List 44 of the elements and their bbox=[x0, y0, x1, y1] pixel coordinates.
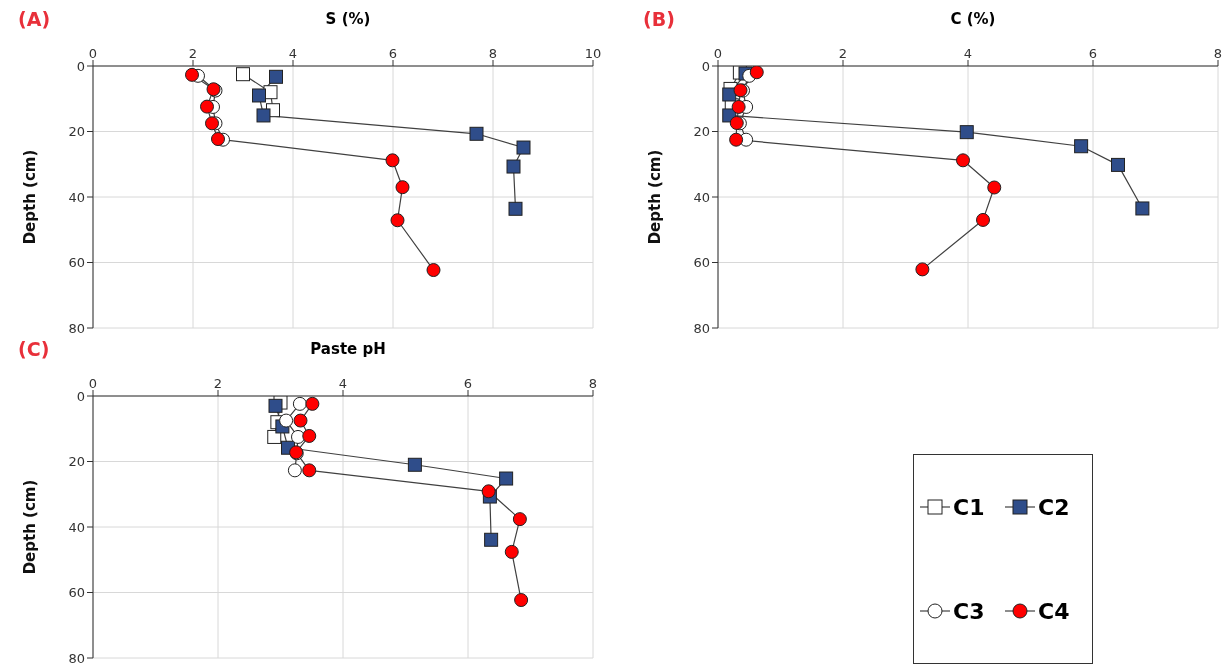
text: (B) bbox=[643, 8, 675, 30]
text: (C) bbox=[18, 338, 50, 360]
y-tick-label: 80 bbox=[68, 320, 85, 336]
y-tick-label: 0 bbox=[701, 58, 710, 74]
x-tick-label: 2 bbox=[188, 46, 198, 61]
legend-label: C3 bbox=[953, 598, 985, 624]
y-tick-label: 20 bbox=[693, 124, 710, 140]
x-axis-title: C (%) bbox=[949, 10, 997, 28]
x-tick-label: 8 bbox=[488, 46, 498, 61]
x-tick-label: 8 bbox=[588, 376, 598, 391]
x-tick-label: 6 bbox=[463, 376, 473, 391]
y-tick-label: 60 bbox=[693, 255, 710, 271]
x-axis-title: S (%) bbox=[324, 10, 372, 28]
x-tick-label: 0 bbox=[713, 46, 723, 61]
x-tick-label: 0 bbox=[88, 46, 98, 61]
x-tick-label: 8 bbox=[1213, 46, 1223, 61]
legend-label: C2 bbox=[1038, 494, 1070, 520]
text: (A) bbox=[18, 8, 51, 30]
x-tick-label: 0 bbox=[88, 376, 98, 391]
y-tick-label: 60 bbox=[68, 585, 85, 601]
y-tick-label: 40 bbox=[68, 519, 85, 535]
x-tick-label: 6 bbox=[1088, 46, 1098, 61]
y-axis-title: Depth (cm) bbox=[21, 479, 40, 575]
y-tick-label: 60 bbox=[68, 255, 85, 271]
y-tick-label: 80 bbox=[68, 650, 85, 664]
x-tick-label: 6 bbox=[388, 46, 398, 61]
x-tick-label: 4 bbox=[963, 46, 973, 61]
x-tick-label: 10 bbox=[584, 46, 602, 61]
y-axis-title: Depth (cm) bbox=[21, 149, 40, 245]
y-tick-label: 40 bbox=[693, 189, 710, 205]
x-axis-title: Paste pH bbox=[309, 340, 387, 358]
y-tick-label: 80 bbox=[693, 320, 710, 336]
x-tick-label: 4 bbox=[338, 376, 348, 391]
x-tick-label: 2 bbox=[213, 376, 223, 391]
y-tick-label: 0 bbox=[76, 58, 85, 74]
y-tick-label: 20 bbox=[68, 454, 85, 470]
legend-label: C1 bbox=[953, 494, 985, 520]
y-axis-title: Depth (cm) bbox=[646, 149, 665, 245]
legend-label: C4 bbox=[1038, 598, 1070, 624]
y-tick-label: 40 bbox=[68, 189, 85, 205]
x-tick-label: 2 bbox=[838, 46, 848, 61]
x-tick-label: 4 bbox=[288, 46, 298, 61]
y-tick-label: 20 bbox=[68, 124, 85, 140]
y-tick-label: 0 bbox=[76, 388, 85, 404]
